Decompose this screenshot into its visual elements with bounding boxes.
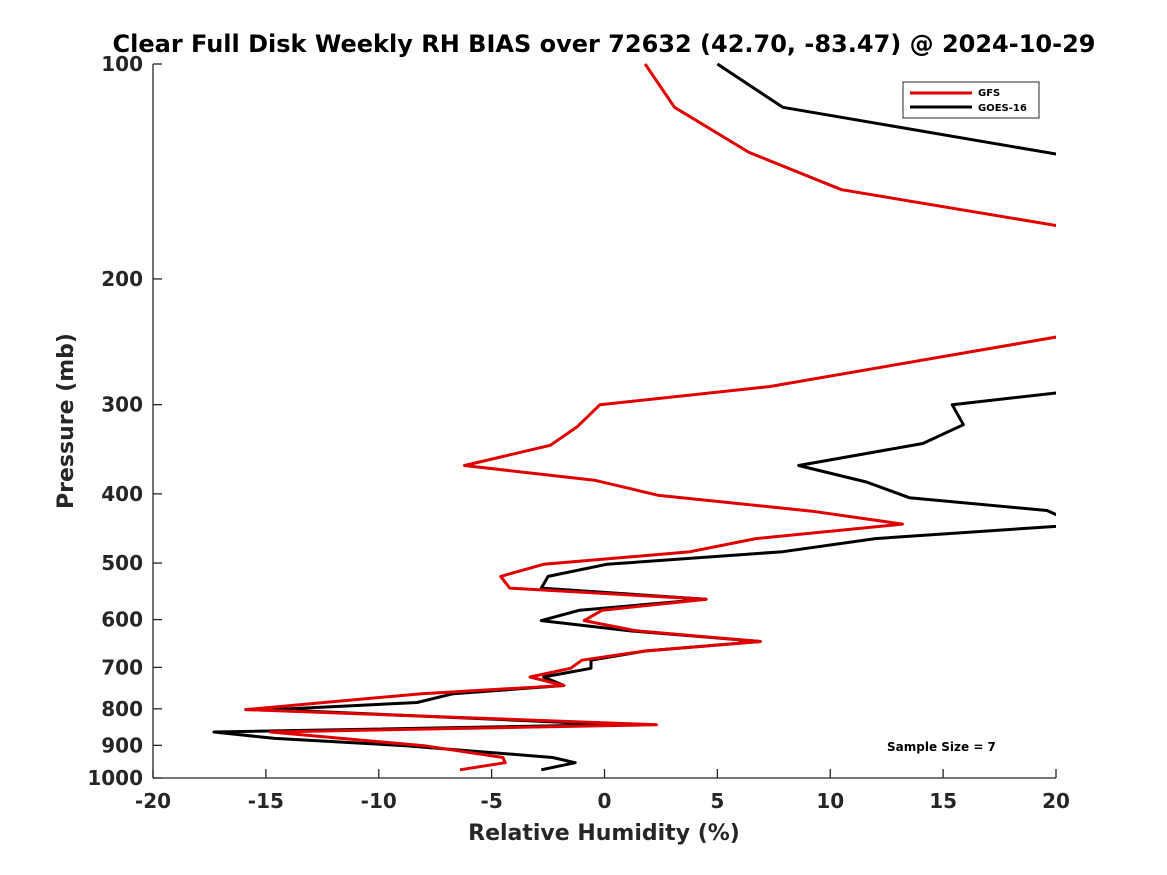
x-tick-label: 10 (816, 789, 844, 813)
y-tick-label: 800 (101, 697, 143, 721)
x-axis-label: Relative Humidity (%) (468, 821, 740, 846)
legend: GFS GOES-16 (902, 81, 1040, 119)
x-tick-label: -10 (361, 789, 397, 813)
y-tick-label: 400 (101, 482, 143, 506)
x-tick-label: -5 (481, 789, 503, 813)
x-tick-label: 0 (598, 789, 612, 813)
series-line-gfs (244, 63, 1056, 772)
legend-label-gfs: GFS (978, 88, 1000, 99)
sample-size-annotation: Sample Size = 7 (887, 740, 996, 754)
x-tick-label: -20 (135, 789, 171, 813)
y-tick-label: 200 (101, 267, 143, 291)
y-tick-label: 100 (101, 52, 143, 76)
x-tick-label: 20 (1042, 789, 1070, 813)
legend-label-goes16: GOES-16 (978, 103, 1027, 114)
chart-title: Clear Full Disk Weekly RH BIAS over 7263… (113, 30, 1096, 58)
legend-box (902, 81, 1040, 119)
x-tick-label: 15 (929, 789, 957, 813)
ticks-layer: -20 -15 -10 -5 0 5 10 15 20 100 200 300 400 500 600 700… (87, 52, 1070, 813)
y-tick-label: 1000 (87, 766, 143, 790)
y-tick-label: 500 (101, 551, 143, 575)
x-tick-label: -15 (248, 789, 284, 813)
y-tick-label: 300 (101, 393, 143, 417)
x-tick-label: 5 (710, 789, 724, 813)
y-tick-label: 700 (101, 655, 143, 679)
series-layer (212, 62, 1056, 772)
y-axis-label: Pressure (mb) (54, 333, 79, 509)
y-tick-label: 600 (101, 608, 143, 632)
y-tick-label: 900 (101, 733, 143, 757)
